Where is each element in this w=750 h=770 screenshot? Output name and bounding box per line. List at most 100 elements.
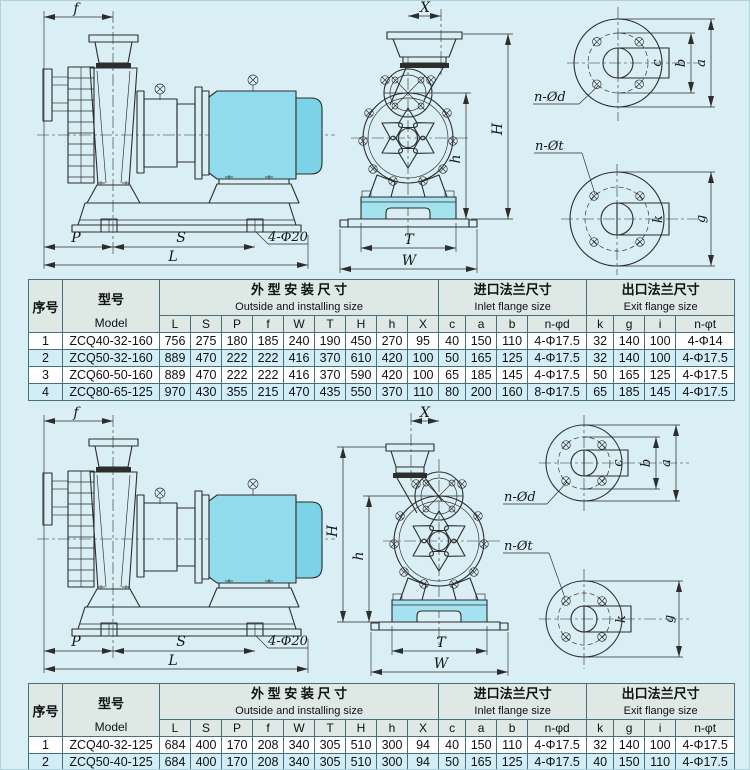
model-label-en: Model [94,315,128,330]
value-cell: 140 [613,332,646,350]
value-cell: 340 [283,736,315,754]
value-cell: 32 [586,332,615,350]
value-cell: 145 [644,383,677,401]
dim-letter-cell: H [345,719,377,737]
dim-letter-cell: H [345,315,377,333]
value-cell: 222 [221,349,253,367]
value-cell: 370 [376,383,408,401]
dim-letter-cell: W [283,719,315,737]
value-cell: 684 [159,753,191,769]
value-cell: 430 [190,383,222,401]
value-cell: 100 [406,366,440,384]
value-cell: 125 [644,366,677,384]
value-cell: 95 [406,332,440,350]
value-cell: 275 [190,332,222,350]
value-cell: 400 [190,736,222,754]
value-cell: 222 [252,349,284,367]
value-cell: 355 [221,383,253,401]
col-group-outside: 外 型 安 装 尺 寸 Outside and installing size [158,683,440,720]
spec-table-2-body: 1 ZCQ40-32-125 684 400 170 208 340 305 510 300 94 4… [28,736,736,769]
dim-letter-cell: b [496,315,529,333]
dim-letter-cell: n-φd [527,719,588,737]
table-row: 1 ZCQ40-32-125 684 400 170 208 340 305 510 300 94 4… [28,736,736,754]
dim-letter-cell: g [613,315,646,333]
value-cell: 4-Φ17.5 [527,349,588,367]
dim-letter-cell: L [159,719,191,737]
value-cell: 4-Φ17.5 [527,332,588,350]
value-cell: 450 [345,332,377,350]
table-row: 2 ZCQ50-40-125 684 400 170 208 340 305 510 300 94 5… [28,753,736,769]
anchor-bolt-note: 4-Φ20 [267,230,308,245]
table-row: 4 ZCQ80-65-125 970 430 355 215 470 435 550 370 110… [28,383,736,401]
value-cell: 100 [644,349,677,367]
col-header-model: 型号 Model [62,683,160,737]
inlet-flange-view-2: c b a n-Ød [503,415,689,513]
dim-h-label: h [448,154,464,163]
value-cell: 140 [613,349,646,367]
value-cell: 470 [190,366,222,384]
value-cell: 305 [314,736,346,754]
value-cell: 340 [283,753,315,769]
dim-letter-cell: i [644,315,677,333]
row-index-cell: 1 [28,332,63,350]
value-cell: 208 [252,736,284,754]
value-cell: 215 [252,383,284,401]
dim-s-label: S [176,230,186,246]
spec-table-1: 序号 型号 Model 外 型 安 装 尺 寸 Outside and inst… [28,279,736,401]
value-cell: 140 [613,736,646,754]
value-cell: 125 [496,753,529,769]
value-cell: 165 [465,349,498,367]
col-group-outside: 外 型 安 装 尺 寸 Outside and installing size [158,279,440,316]
dim-letter-cell: n-φd [527,315,588,333]
dim-letter-cell: c [438,315,467,333]
spec-table-2: 序号 型号 Model 外 型 安 装 尺 寸 Outside and inst… [28,683,736,769]
dim-letter-cell: W [283,315,315,333]
dim-letter-cell: n-φt [675,315,736,333]
dim-letter-cell: X [406,719,440,737]
col-group-inlet-flange: 进口法兰尺寸 Inlet flange size [438,279,588,316]
value-cell: 190 [314,332,346,350]
value-cell: 4-Φ17.5 [675,349,736,367]
value-cell: 100 [644,332,677,350]
value-cell: 400 [190,753,222,769]
dim-l-label: L [167,249,177,265]
value-cell: 65 [586,383,615,401]
dim-letter-cell: f [252,315,284,333]
pump-front-view-2: X T W H [325,405,509,676]
inlet-flange-view-1: c b a n-Ød [533,7,715,121]
value-cell: 185 [252,332,284,350]
table-row: 2 ZCQ50-32-160 889 470 222 222 416 370 610 420 100… [28,349,736,367]
model-label-en: Model [94,719,128,734]
exit-bolt-count-label: n-Øt [535,139,564,154]
spec-table-1-body: 1 ZCQ40-32-160 756 275 180 185 240 190 450 270 95 4… [28,332,736,401]
dim-f-label: f [72,405,81,421]
value-cell: 270 [376,332,408,350]
value-cell: 150 [465,332,498,350]
value-cell: 150 [465,736,498,754]
model-cell: ZCQ80-65-125 [62,383,160,401]
value-cell: 50 [438,753,467,769]
value-cell: 889 [159,349,191,367]
dim-k-label: k [614,615,629,623]
value-cell: 110 [496,332,529,350]
value-cell: 160 [496,383,529,401]
value-cell: 32 [586,736,615,754]
value-cell: 470 [283,383,315,401]
value-cell: 970 [159,383,191,401]
value-cell: 222 [221,366,253,384]
value-cell: 416 [283,349,315,367]
value-cell: 100 [406,349,440,367]
exit-label-en: Exit flange size [623,301,698,313]
inlet-label-en: Inlet flange size [474,705,551,717]
value-cell: 110 [644,753,677,769]
model-cell: ZCQ60-50-160 [62,366,160,384]
row-index-cell: 4 [28,383,63,401]
dim-letter-cell: f [252,719,284,737]
value-cell: 165 [465,753,498,769]
dim-letter-cell: X [406,315,440,333]
value-cell: 165 [613,366,646,384]
value-cell: 4-Φ17.5 [675,383,736,401]
value-cell: 4-Φ17.5 [675,753,736,769]
value-cell: 40 [586,753,615,769]
